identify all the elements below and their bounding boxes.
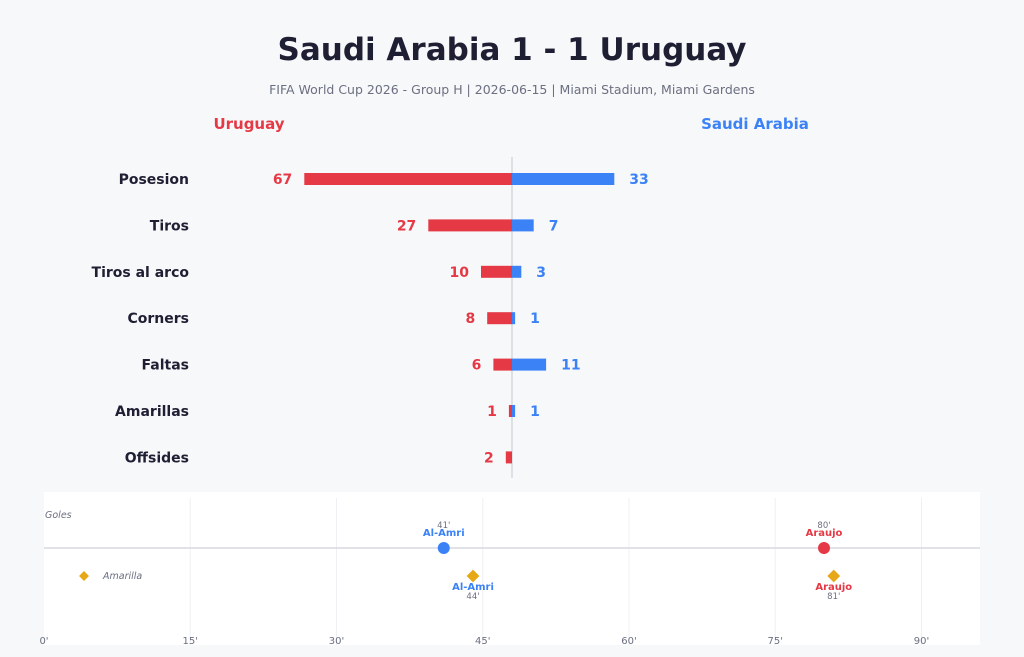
match-title: Saudi Arabia 1 - 1 Uruguay <box>278 32 747 68</box>
value-label-saudi-arabia: 1 <box>530 311 540 327</box>
timeline-title: Goles <box>45 510 72 521</box>
team-label-uruguay: Uruguay <box>213 115 284 133</box>
category-label: Tiros al arco <box>92 265 190 281</box>
goal-scorer-label: Al-Amri <box>423 528 465 539</box>
timeline-tick-label: 75' <box>768 636 783 647</box>
bar-saudi-arabia <box>512 173 615 185</box>
value-label-uruguay: 27 <box>397 218 416 234</box>
timeline-tick-label: 30' <box>329 636 344 647</box>
value-label-uruguay: 1 <box>487 404 497 420</box>
category-label: Corners <box>128 311 190 327</box>
value-label-uruguay: 67 <box>273 172 292 188</box>
legend-yellow-card-marker <box>79 571 89 581</box>
bar-uruguay <box>493 358 512 371</box>
timeline-panel <box>44 492 980 645</box>
bar-uruguay <box>428 219 512 232</box>
timeline: 0' 15' 30' 45' 60' 75' 90'Amarilla41'Al-Amri80… <box>39 498 980 647</box>
bar-uruguay <box>487 312 512 325</box>
yellow-card-player-label: Al-Amri <box>452 582 494 593</box>
value-label-uruguay: 6 <box>472 358 482 374</box>
category-label: Posesion <box>119 172 189 188</box>
bar-saudi-arabia <box>512 265 522 278</box>
timeline-tick-label: 60' <box>621 636 636 647</box>
yellow-card-player-label: Araujo <box>815 582 852 593</box>
timeline-tick-label: 45' <box>475 636 490 647</box>
bar-saudi-arabia <box>512 219 534 232</box>
category-label: Tiros <box>150 218 189 234</box>
timeline-tick-label: 0' <box>39 636 48 647</box>
yellow-card-minute-label: 44' <box>466 592 479 602</box>
legend-label: Amarilla <box>102 571 142 582</box>
value-label-saudi-arabia: 1 <box>530 404 540 420</box>
match-subtitle: FIFA World Cup 2026 - Group H | 2026-06-… <box>269 82 755 97</box>
value-label-uruguay: 2 <box>484 450 494 466</box>
category-label: Faltas <box>142 358 189 374</box>
bar-saudi-arabia <box>512 312 516 325</box>
value-label-uruguay: 10 <box>450 265 470 281</box>
timeline-tick-label: 15' <box>183 636 198 647</box>
category-label: Amarillas <box>115 404 189 420</box>
goal-minute-label: 41' <box>437 521 450 531</box>
bar-uruguay <box>505 451 512 464</box>
stat-bars: Posesion 67 33 Tiros 27 7 Tiros al arco 10 3 Corn… <box>92 157 649 478</box>
value-label-saudi-arabia: 33 <box>629 172 648 188</box>
category-label: Offsides <box>125 450 189 466</box>
value-label-saudi-arabia: 3 <box>536 265 546 281</box>
goal-marker <box>437 542 450 554</box>
goal-marker <box>818 542 830 554</box>
value-label-saudi-arabia: 7 <box>549 218 559 234</box>
yellow-card-minute-label: 81' <box>827 592 840 602</box>
value-label-saudi-arabia: 11 <box>561 358 580 374</box>
bar-saudi-arabia <box>512 358 547 371</box>
goal-scorer-label: Araujo <box>806 528 843 539</box>
bar-uruguay <box>304 173 512 185</box>
bar-saudi-arabia <box>512 405 516 417</box>
timeline-tick-label: 90' <box>914 636 929 647</box>
value-label-uruguay: 8 <box>465 311 475 327</box>
team-label-saudi-arabia: Saudi Arabia <box>701 115 809 133</box>
bar-uruguay <box>508 405 512 417</box>
goal-minute-label: 80' <box>817 521 830 531</box>
bar-uruguay <box>481 265 512 278</box>
